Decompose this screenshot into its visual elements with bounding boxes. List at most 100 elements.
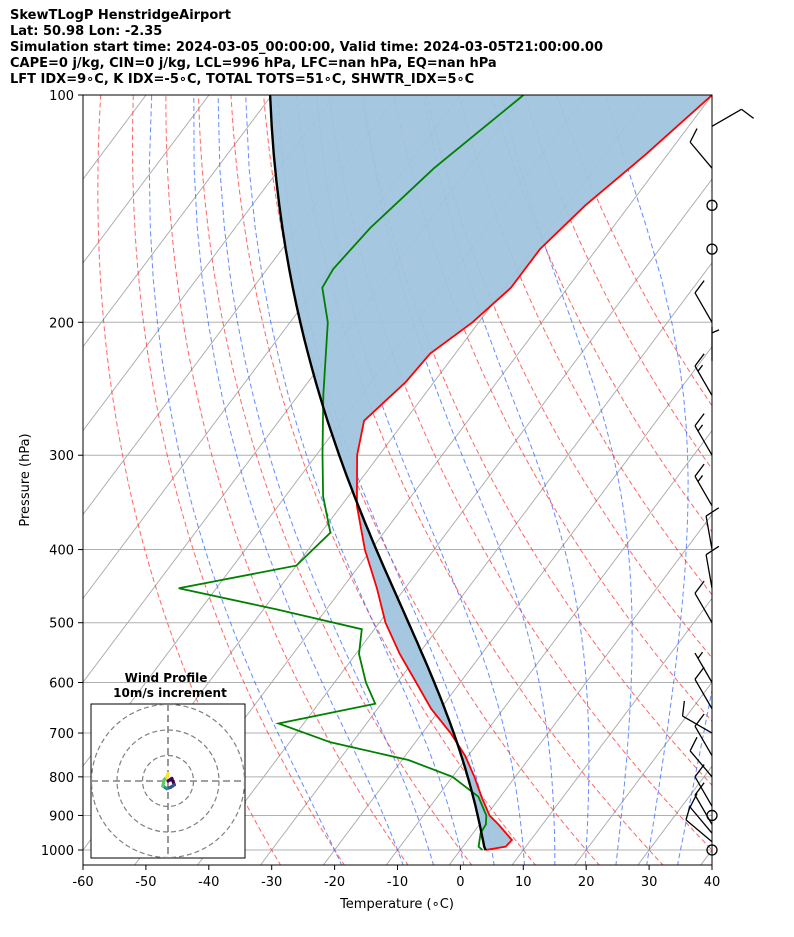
wind-barb bbox=[694, 651, 713, 683]
wind-barb bbox=[694, 666, 713, 710]
moist-adiabat bbox=[148, 95, 343, 865]
wind-barb bbox=[711, 108, 755, 127]
x-tick-label: 0 bbox=[456, 875, 464, 890]
barb-staff bbox=[682, 715, 713, 734]
isotherm bbox=[83, 95, 273, 348]
wind-barb bbox=[694, 280, 713, 323]
dry-adiabat bbox=[458, 95, 712, 596]
moist-adiabat bbox=[217, 95, 435, 865]
isotherm bbox=[83, 95, 210, 264]
x-tick-label: -30 bbox=[261, 875, 282, 890]
isotherm bbox=[574, 681, 712, 865]
barb-staff bbox=[694, 678, 713, 710]
x-tick-label: 10 bbox=[515, 875, 532, 890]
temperature-profile-line bbox=[355, 95, 712, 851]
barb-full-flag bbox=[705, 545, 720, 556]
isotherm bbox=[511, 597, 712, 865]
barb-staff bbox=[694, 292, 713, 323]
wind-barb bbox=[694, 463, 713, 507]
isotherm bbox=[83, 95, 84, 96]
wind-barb-calm bbox=[706, 809, 718, 822]
wind-barb bbox=[694, 413, 713, 456]
barb-staff bbox=[689, 806, 713, 834]
dry-adiabat bbox=[230, 95, 537, 865]
dry-adiabat bbox=[523, 95, 712, 470]
title-line-times: Simulation start time: 2024-03-05_00:00:… bbox=[10, 40, 603, 55]
barb-half-flag bbox=[697, 364, 704, 372]
barb-staff bbox=[685, 819, 713, 843]
isotherm bbox=[763, 95, 794, 866]
cin-cape-shading bbox=[270, 95, 712, 850]
parcel-profile-line bbox=[268, 95, 487, 851]
dry-adiabat bbox=[131, 95, 345, 865]
barb-half-flag bbox=[711, 329, 720, 334]
barb-full-flag bbox=[741, 108, 755, 119]
hodograph-segment bbox=[165, 771, 170, 779]
isotherm bbox=[700, 849, 712, 865]
title-line-location: Lat: 50.98 Lon: -2.35 bbox=[10, 24, 163, 39]
moist-adiabat bbox=[193, 95, 404, 865]
y-tick-label: 1000 bbox=[41, 844, 74, 859]
wind-barb bbox=[705, 545, 720, 589]
isotherm bbox=[259, 262, 712, 865]
x-tick-label: 40 bbox=[704, 875, 721, 890]
isotherm bbox=[83, 95, 336, 432]
y-tick-label: 600 bbox=[49, 677, 74, 692]
y-tick-label: 400 bbox=[49, 544, 74, 559]
moist-adiabat bbox=[245, 95, 465, 865]
barb-staff bbox=[705, 515, 713, 550]
dry-adiabat bbox=[328, 95, 712, 851]
title-line-station: SkewTLogP HenstridgeAirport bbox=[10, 8, 231, 23]
dry-adiabat bbox=[491, 95, 712, 533]
barb-staff bbox=[689, 750, 713, 778]
barb-staff bbox=[694, 776, 713, 807]
barb-full-flag bbox=[694, 280, 705, 294]
x-tick-label: 20 bbox=[578, 875, 595, 890]
wind-barb bbox=[694, 353, 713, 396]
barb-full-flag bbox=[689, 736, 698, 752]
barb-full-flag bbox=[685, 805, 691, 821]
barb-staff bbox=[705, 554, 713, 589]
x-tick-label: -10 bbox=[387, 875, 408, 890]
y-tick-label: 500 bbox=[49, 617, 74, 632]
barb-staff bbox=[694, 725, 713, 756]
x-tick-label: -50 bbox=[135, 875, 156, 890]
barb-staff bbox=[694, 592, 713, 624]
wind-barb-calm bbox=[706, 199, 718, 211]
x-axis-label: Temperature (∘C) bbox=[339, 897, 454, 912]
barb-staff bbox=[711, 108, 742, 127]
wind-barb bbox=[685, 805, 713, 843]
x-tick-label: -40 bbox=[198, 875, 219, 890]
barb-half-flag bbox=[697, 424, 704, 432]
barb-full-flag bbox=[681, 700, 686, 717]
barb-full-flag bbox=[694, 666, 705, 680]
dewpoint-profile-line bbox=[178, 95, 525, 851]
wind-barb bbox=[681, 700, 713, 734]
barb-full-flag bbox=[694, 353, 705, 367]
dry-adiabat bbox=[295, 95, 664, 865]
inset-subtitle: 10m/s increment bbox=[113, 686, 227, 700]
dry-adiabat bbox=[165, 95, 409, 865]
y-tick-label: 800 bbox=[49, 771, 74, 786]
barb-half-flag bbox=[697, 651, 704, 659]
wind-barb-calm bbox=[706, 844, 718, 856]
y-tick-label: 700 bbox=[49, 727, 74, 742]
barb-half-flag bbox=[697, 475, 704, 482]
barb-full-flag bbox=[694, 463, 705, 477]
wind-barb bbox=[689, 128, 713, 169]
wind-profile-inset: Wind Profile 10m/s increment bbox=[90, 671, 246, 859]
x-tick-label: 30 bbox=[641, 875, 658, 890]
isotherm bbox=[448, 513, 712, 865]
axes-layer: -60 -50 -40 -30 -20 -10 0 10 20 30 40 1000 900 800 700… bbox=[41, 89, 720, 890]
dry-adiabat bbox=[393, 95, 712, 722]
barb-full-flag bbox=[694, 413, 705, 427]
barb-full-flag bbox=[689, 128, 698, 143]
wind-barb bbox=[694, 580, 713, 624]
wind-barb-calm bbox=[706, 243, 718, 255]
x-tick-label: -20 bbox=[324, 875, 345, 890]
wind-barb bbox=[689, 736, 713, 778]
barb-full-flag bbox=[694, 580, 705, 594]
barb-full-flag bbox=[694, 782, 705, 796]
barb-full-flag bbox=[705, 507, 720, 517]
